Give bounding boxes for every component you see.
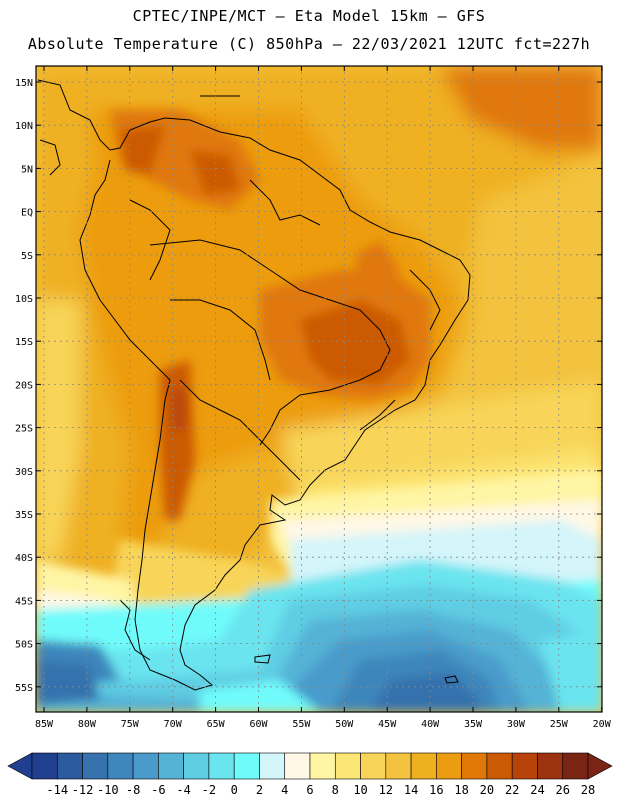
lon-label: 20W [593, 719, 612, 730]
border-guianas [249, 179, 321, 226]
colorbar-swatch [334, 752, 361, 780]
colorbar-label: 4 [281, 783, 288, 797]
lon-label: 45W [378, 719, 397, 730]
colorbar-label: 12 [379, 783, 393, 797]
lat-label: 35S [15, 510, 33, 521]
lat-label: 5N [21, 164, 33, 175]
colorbar-low-arrow [7, 752, 33, 780]
lon-label: 75W [121, 719, 140, 730]
lat-label: 15S [15, 337, 33, 348]
colorbar-label: -12 [72, 783, 94, 797]
temperature-field [36, 66, 602, 712]
colorbar-swatch [436, 752, 462, 780]
border-colombia-peru [129, 199, 171, 281]
colorbar-swatch [259, 752, 286, 780]
title-line-2: Absolute Temperature (C) 850hPa — 22/03/… [27, 35, 591, 53]
border-bolivia [170, 299, 271, 381]
lon-label: 80W [78, 719, 97, 730]
coastline-south-america [37, 79, 471, 691]
lon-label: 85W [35, 719, 54, 730]
border-uruguay [359, 399, 396, 431]
colorbar-label: -6 [151, 783, 165, 797]
border-argentina [179, 379, 301, 481]
colorbar-label: 24 [530, 783, 544, 797]
colorbar-swatch [183, 752, 210, 780]
lat-label: 50S [15, 640, 33, 651]
latitude-axis: 15N 10N 5N EQ 5S 10S 15S 20S 25S 30S 35S 40S 45S 50S 5… [15, 78, 602, 694]
colorbar-swatch [410, 752, 437, 780]
map-frame [35, 65, 603, 713]
colorbar-label: 2 [256, 783, 263, 797]
colorbar-swatch [208, 752, 235, 780]
longitude-axis: 85W 80W 75W 70W 65W 60W 55W 50W 45W 40W 35W 30W 25W 2… [35, 66, 612, 730]
colorbar-label: 6 [306, 783, 313, 797]
lon-label: 40W [421, 719, 440, 730]
colorbar-label: 22 [505, 783, 519, 797]
lon-label: 25W [550, 719, 569, 730]
colorbar-swatch [284, 752, 311, 780]
colorbar-swatch [486, 752, 513, 780]
colorbar-label: 28 [581, 783, 595, 797]
colorbar-swatch [233, 752, 260, 780]
lon-label: 30W [507, 719, 526, 730]
lat-label: 45S [15, 596, 33, 607]
lon-label: 35W [464, 719, 483, 730]
lat-label: 5S [21, 251, 33, 262]
lon-label: 55W [292, 719, 311, 730]
colorbar-swatch [107, 752, 134, 780]
border-state [409, 269, 441, 331]
graticule [36, 66, 603, 712]
colorbar-label: 26 [556, 783, 570, 797]
colorbar-label: -14 [46, 783, 68, 797]
lon-label: 65W [207, 719, 226, 730]
colorbar-swatch [31, 752, 58, 780]
colorbar-swatch [56, 752, 83, 780]
colorbar-label: 10 [353, 783, 367, 797]
colorbar-label: 14 [404, 783, 418, 797]
colorbar-label: 16 [429, 783, 443, 797]
colorbar-label: 8 [332, 783, 339, 797]
colorbar: -14 -12 -10 -8 -6 -4 -2 0 2 4 6 8 10 12 14 16 18 20 22 24 26… [7, 752, 613, 797]
coastline-fjords [119, 599, 151, 661]
colorbar-swatch [511, 752, 538, 780]
border-brazil [149, 239, 391, 446]
colorbar-high-arrow [587, 752, 613, 780]
lat-label: 15N [15, 78, 33, 89]
colorbar-swatch [537, 752, 564, 780]
falkland-islands [254, 654, 271, 664]
colorbar-swatch [461, 752, 488, 780]
colorbar-label: 18 [454, 783, 468, 797]
colorbar-label: -2 [202, 783, 216, 797]
colorbar-label: -8 [126, 783, 140, 797]
colorbar-swatch [82, 752, 109, 780]
lat-label: 10N [15, 121, 33, 132]
south-georgia [444, 675, 459, 684]
lon-label: 50W [335, 719, 354, 730]
title-line-1: CPTEC/INPE/MCT — Eta Model 15km — GFS [132, 7, 486, 25]
lat-label: 40S [15, 553, 33, 564]
colorbar-swatch [158, 752, 184, 780]
coastlines [37, 79, 471, 691]
coastline-central-america [39, 139, 61, 176]
colorbar-swatch [132, 752, 159, 780]
lat-label: 10S [15, 294, 33, 305]
colorbar-label: 20 [480, 783, 494, 797]
colorbar-label: -10 [97, 783, 119, 797]
lon-label: 70W [164, 719, 183, 730]
colorbar-swatch [562, 752, 589, 780]
lat-label: 55S [15, 683, 33, 694]
colorbar-swatch [360, 752, 387, 780]
lat-label: 25S [15, 424, 33, 435]
colorbar-swatch [309, 752, 336, 780]
colorbar-label: -4 [176, 783, 190, 797]
colorbar-label: 0 [231, 783, 238, 797]
lat-label: EQ [21, 208, 33, 219]
lat-label: 30S [15, 467, 33, 478]
lon-label: 60W [249, 719, 268, 730]
colorbar-swatch [385, 752, 412, 780]
lat-label: 20S [15, 380, 33, 391]
